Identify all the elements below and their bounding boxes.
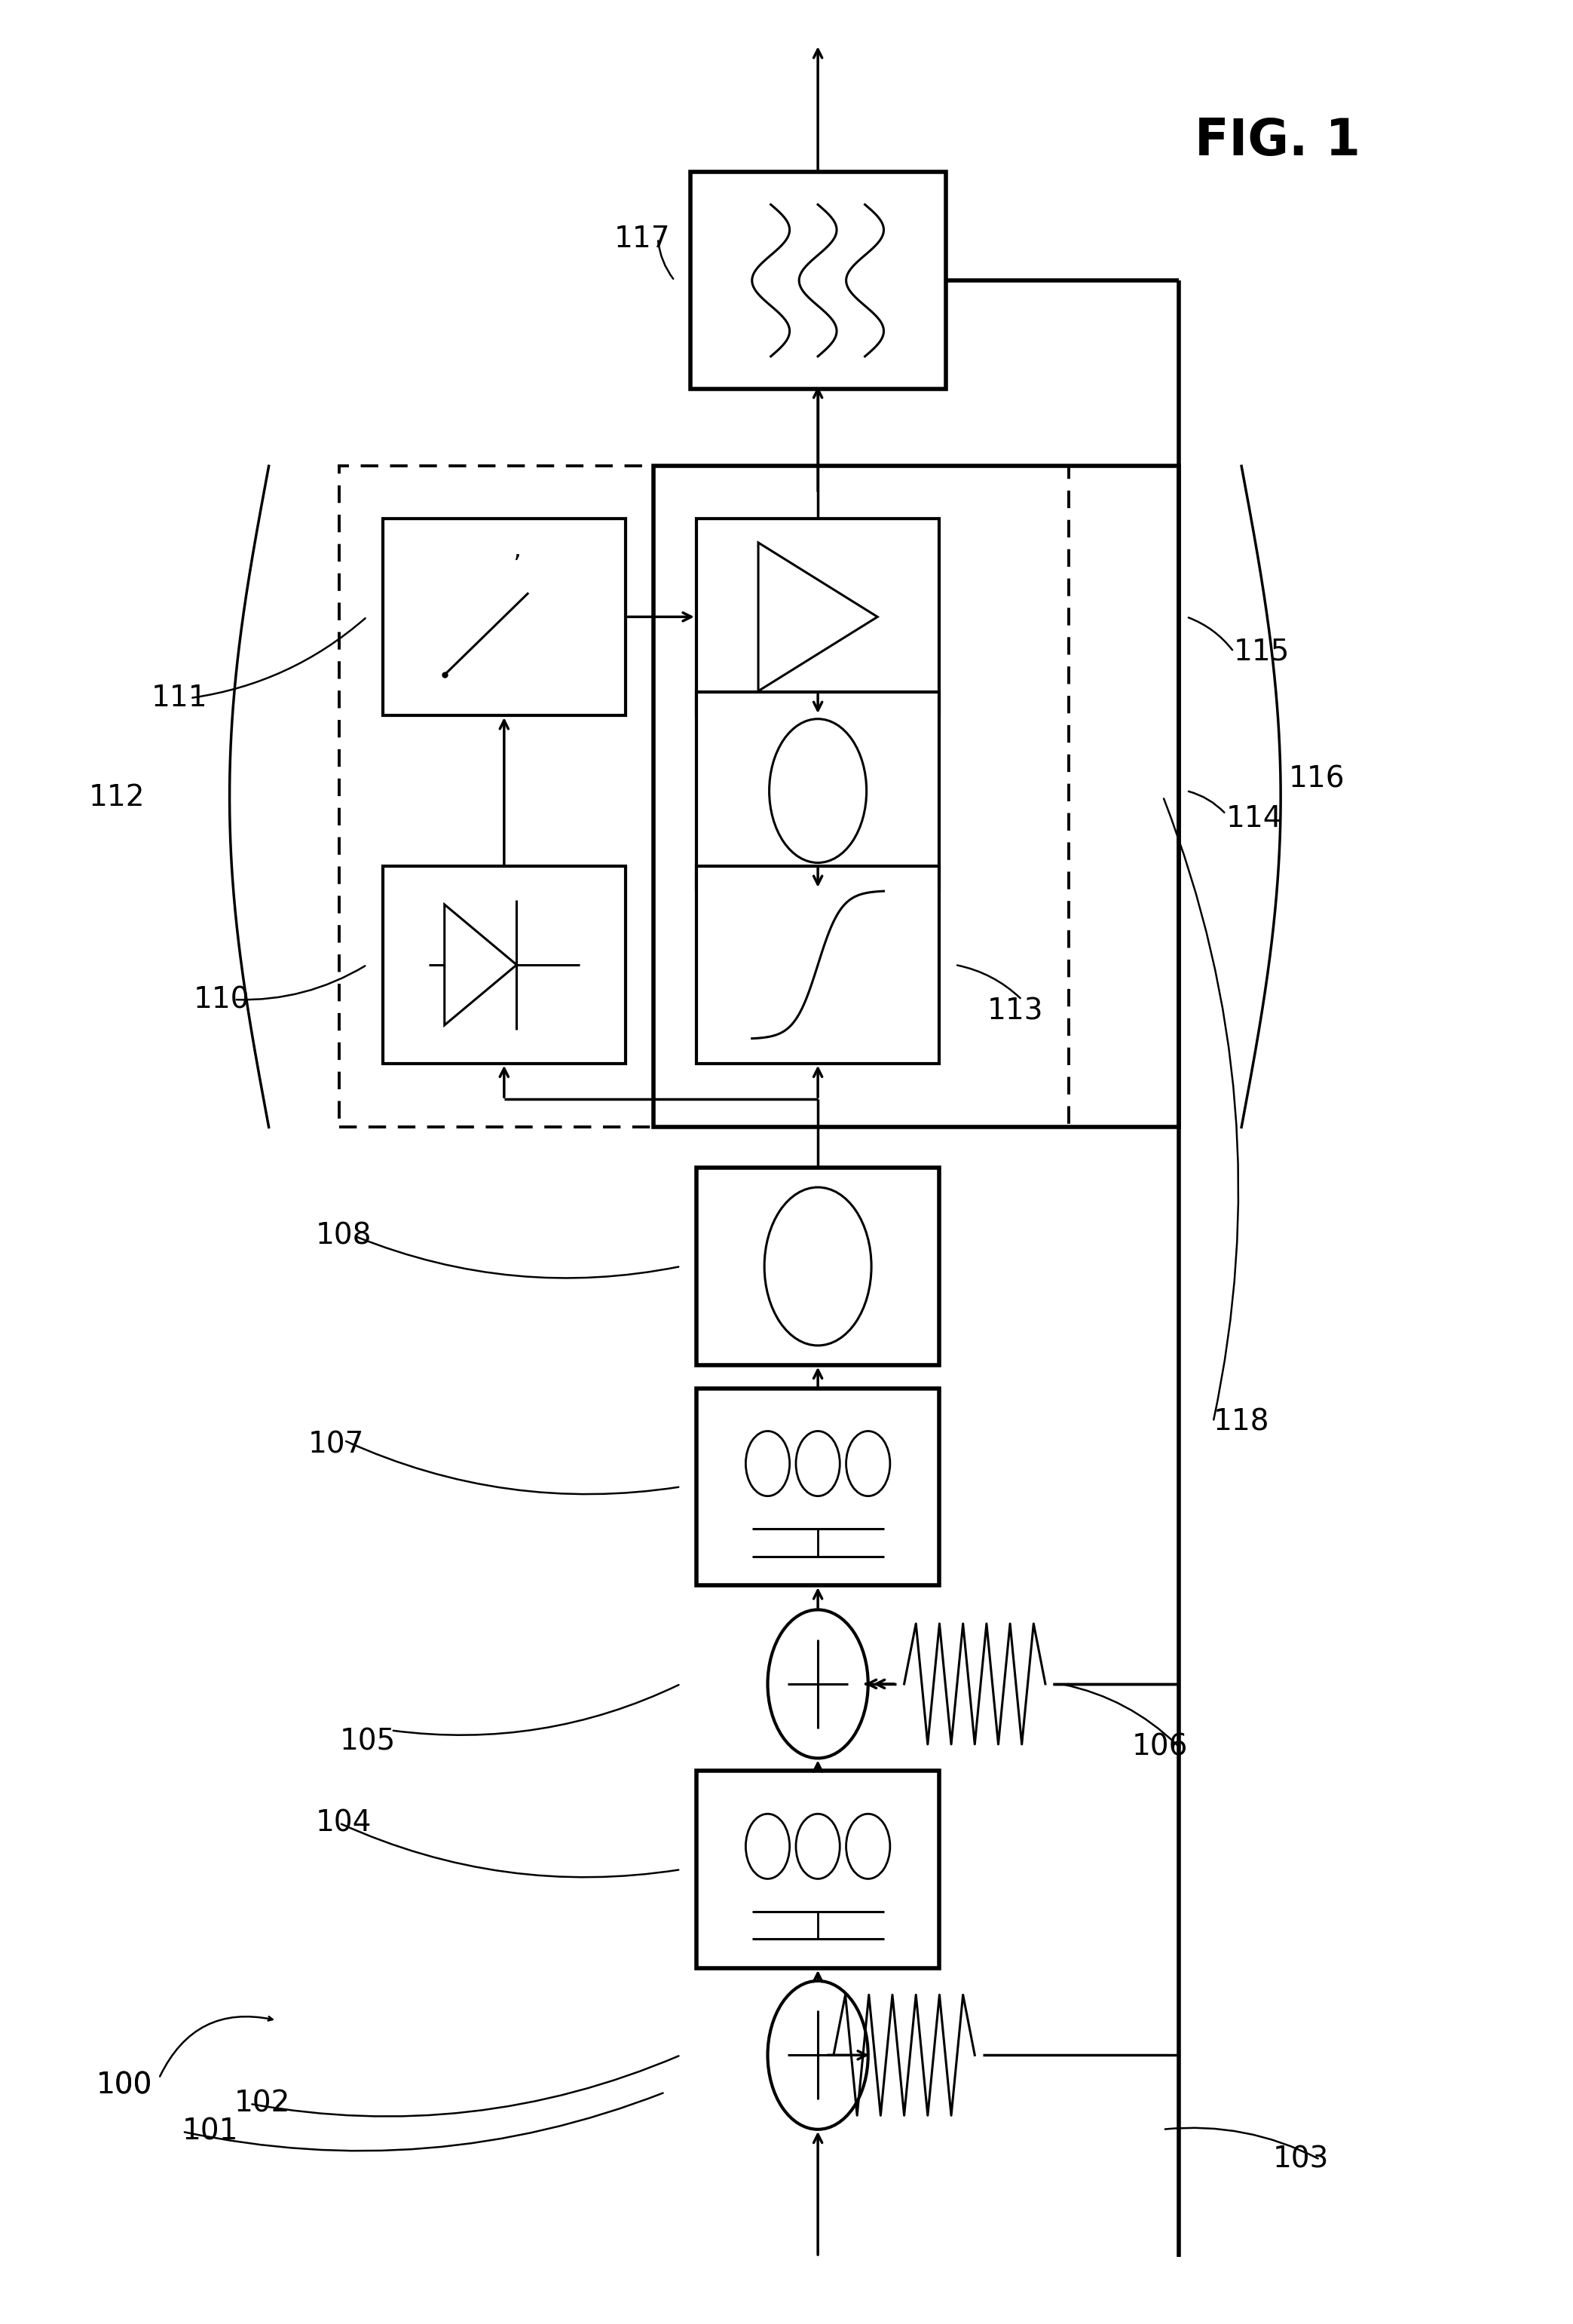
Text: 100: 100: [96, 2071, 153, 2099]
Text: 118: 118: [1213, 1408, 1269, 1436]
Text: 100: 100: [96, 2071, 153, 2099]
Text: 116: 116: [1288, 765, 1345, 792]
Bar: [382, 867, 626, 1064]
Text: 108: 108: [316, 1222, 371, 1250]
Text: 111: 111: [151, 683, 208, 713]
Text: FIG. 1: FIG. 1: [1194, 116, 1361, 165]
Bar: [382, 518, 626, 716]
Bar: [653, 467, 1178, 1127]
Bar: [697, 1167, 939, 1364]
Bar: [697, 693, 939, 890]
Text: 104: 104: [316, 1808, 371, 1838]
Text: 103: 103: [1273, 2145, 1329, 2173]
Text: 101: 101: [182, 2117, 239, 2145]
Bar: [691, 172, 945, 388]
Bar: [697, 1387, 939, 1585]
Text: 113: 113: [988, 997, 1043, 1025]
Bar: [697, 867, 939, 1064]
Text: 117: 117: [613, 225, 670, 253]
Text: 106: 106: [1131, 1731, 1188, 1762]
Text: 110: 110: [193, 985, 250, 1013]
Text: 114: 114: [1225, 804, 1282, 832]
Bar: [697, 518, 939, 716]
Text: 115: 115: [1233, 637, 1290, 667]
Text: 102: 102: [234, 2089, 291, 2117]
Text: 112: 112: [88, 783, 145, 811]
Text: 107: 107: [308, 1432, 365, 1459]
Text: 105: 105: [340, 1727, 395, 1757]
Bar: [697, 1771, 939, 1968]
Bar: [340, 467, 1070, 1127]
Text: ’: ’: [513, 553, 521, 579]
